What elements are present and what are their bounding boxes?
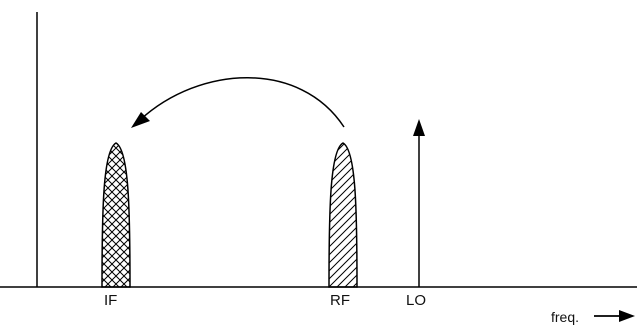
up-arrow-icon: [413, 119, 425, 287]
curved-arrow-icon: [131, 77, 345, 128]
lo-arrowhead: [413, 119, 425, 136]
translation-arc: [139, 77, 345, 128]
right-arrow-icon: [594, 310, 635, 322]
rf-spectrum: [328, 142, 358, 288]
freq-label: freq.: [551, 309, 579, 325]
translation-arrowhead: [131, 112, 150, 128]
lo-label: LO: [406, 292, 426, 309]
if-spectrum: [101, 142, 131, 288]
if-label: IF: [104, 292, 117, 309]
freq-arrowhead: [619, 310, 635, 322]
rf-label: RF: [330, 292, 350, 309]
